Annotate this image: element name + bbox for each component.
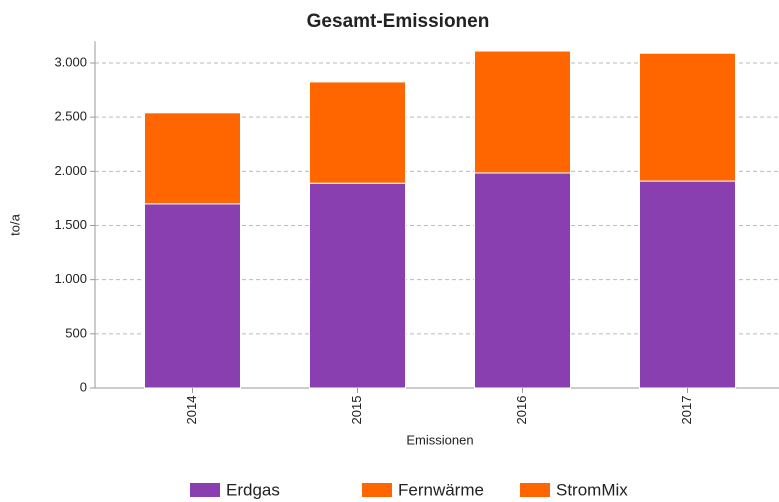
x-tick-label: 2014 <box>184 396 199 425</box>
bar-segment <box>639 180 736 389</box>
legend-swatch <box>362 483 392 497</box>
x-axis-title: Emissionen <box>406 432 473 447</box>
y-tick-label: 1.500 <box>54 217 87 232</box>
legend-swatch <box>520 483 550 497</box>
y-tick-label: 0 <box>80 379 87 394</box>
chart-title: Gesamt-Emissionen <box>307 11 490 32</box>
y-tick-label: 500 <box>65 325 87 340</box>
bar-segment <box>474 172 571 389</box>
bar-segment <box>639 52 736 182</box>
y-tick-label: 3.000 <box>54 54 87 69</box>
bar-segment <box>474 50 571 174</box>
bar-segment <box>309 81 406 184</box>
bar-segment <box>309 182 406 389</box>
legend-swatch <box>190 483 220 497</box>
x-tick-label: 2015 <box>349 396 364 425</box>
y-axis-title: to/a <box>7 213 22 235</box>
bar-segment <box>144 112 241 205</box>
y-tick-label: 2.500 <box>54 109 87 124</box>
legend-label: Fernwärme <box>398 480 484 499</box>
legend-label: StromMix <box>556 480 628 499</box>
y-tick-label: 2.000 <box>54 163 87 178</box>
bar-segment <box>144 203 241 389</box>
y-tick-label: 1.000 <box>54 271 87 286</box>
x-tick-label: 2017 <box>679 396 694 425</box>
x-tick-label: 2016 <box>514 396 529 425</box>
legend-label: Erdgas <box>226 480 280 499</box>
